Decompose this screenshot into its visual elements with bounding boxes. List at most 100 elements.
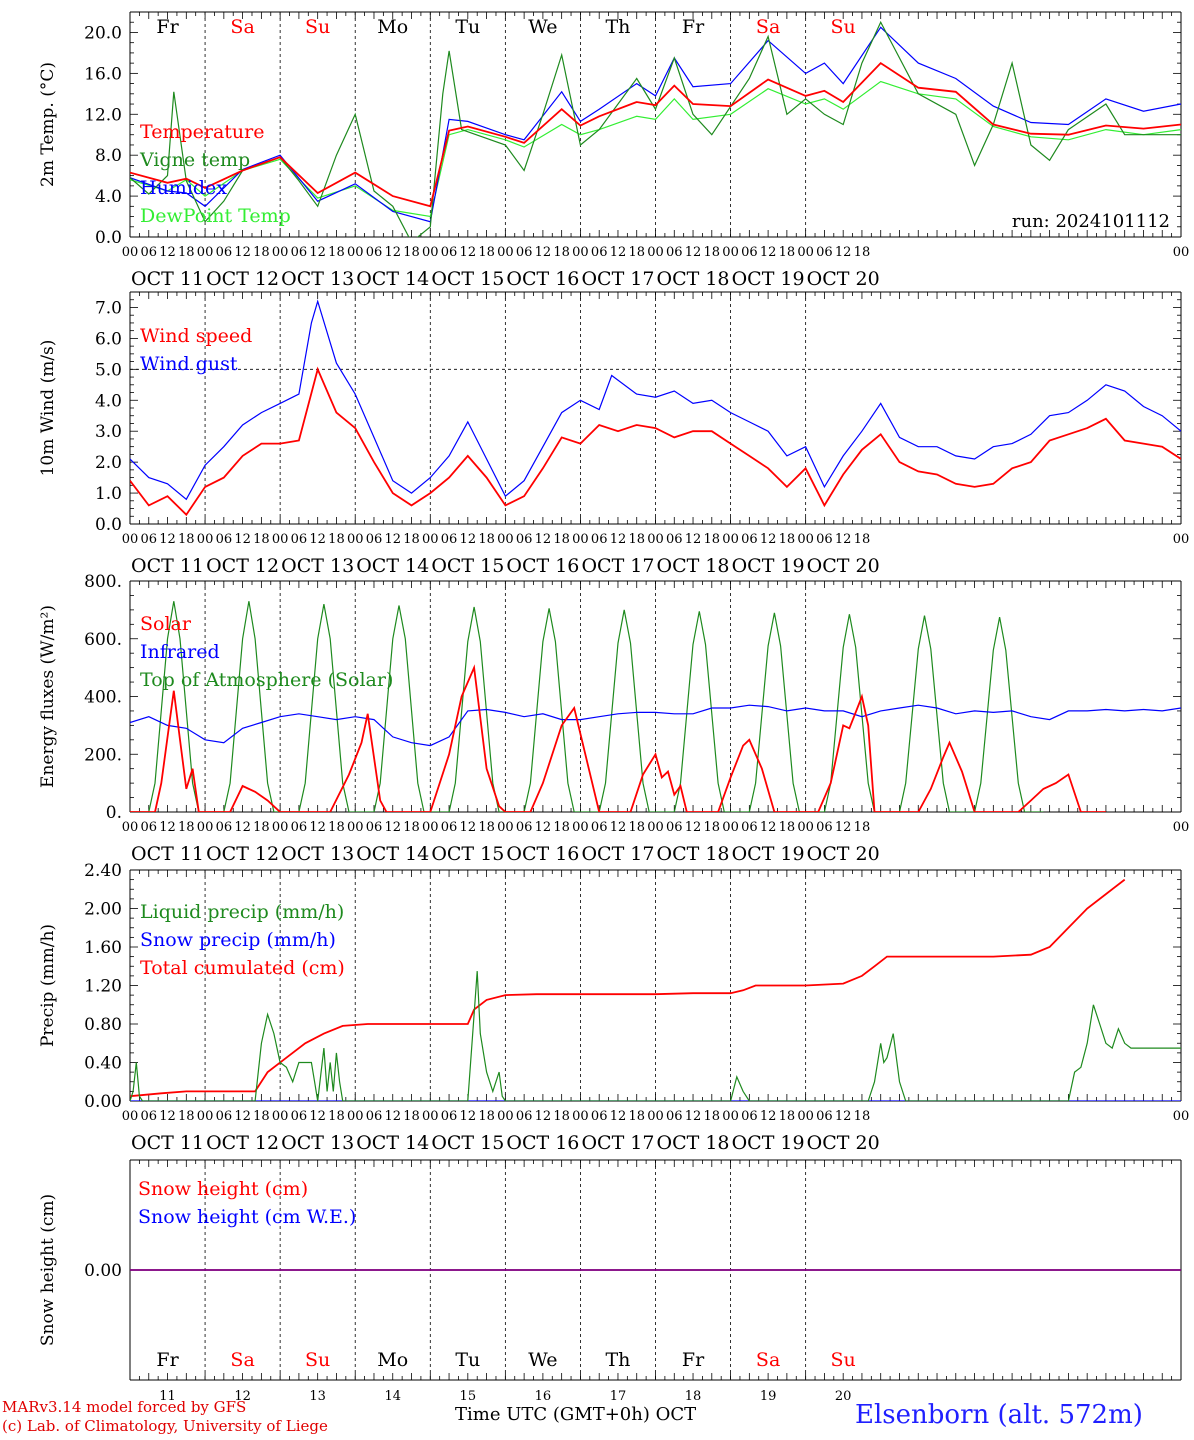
hour-tick-label: 00 <box>122 820 139 835</box>
hour-tick-label: 12 <box>685 1109 702 1124</box>
hour-tick-label: 00 <box>497 245 514 260</box>
date-label: OCT 19 <box>732 555 805 577</box>
hour-tick-label: 00 <box>347 820 364 835</box>
hour-tick-label: 06 <box>666 1109 683 1124</box>
hour-tick-label: 12 <box>159 245 176 260</box>
series-line-humidex <box>130 26 1181 223</box>
weekday-label: Tu <box>455 16 480 38</box>
hour-tick-label: 00 <box>722 245 739 260</box>
hour-tick-label: 00 <box>347 245 364 260</box>
date-label: OCT 20 <box>807 268 880 290</box>
series-line-total-cumulated-cm <box>130 878 1126 1098</box>
hour-tick-label: 12 <box>234 532 251 547</box>
hour-tick-label: 12 <box>835 532 852 547</box>
hour-tick-label: 06 <box>291 532 308 547</box>
hour-tick-label: 00 <box>122 245 139 260</box>
hour-tick-label: 18 <box>704 532 721 547</box>
hour-tick-label: 00 <box>572 532 589 547</box>
hour-tick-label: 12 <box>234 1109 251 1124</box>
hour-tick-label: 00 <box>1173 532 1190 547</box>
date-label: OCT 13 <box>281 843 354 865</box>
series-line-wind-speed <box>130 366 1181 517</box>
hour-tick-label: 18 <box>854 532 871 547</box>
series-line-temperature <box>130 61 1181 208</box>
date-label: OCT 18 <box>657 555 730 577</box>
y-tick-label: 7.0 <box>95 298 122 318</box>
hour-tick-label: 12 <box>460 820 477 835</box>
hour-tick-label: 00 <box>422 245 439 260</box>
hour-tick-label: 18 <box>253 1109 270 1124</box>
weekday-label: Tu <box>455 1349 480 1371</box>
hour-tick-label: 12 <box>610 1109 627 1124</box>
hour-tick-label: 18 <box>854 245 871 260</box>
date-label: OCT 17 <box>581 1132 654 1154</box>
hour-tick-label: 18 <box>328 820 345 835</box>
panel-1: 0.04.08.012.016.020.02m Temp. (°C)00 06 12… <box>38 11 1190 290</box>
panel-2: 0.0 1.0 2.0 3.0 4.0 5.0 6.0 7.0 10m Wind (m/s) 00… <box>38 291 1190 577</box>
legend-entry: Top of Atmosphere (Solar) <box>140 669 393 691</box>
y-tick-label: 5.0 <box>95 360 122 380</box>
legend-entry: Liquid precip (mm/h) <box>140 901 344 923</box>
y-axis-label: Precip (mm/h) <box>38 924 58 1047</box>
hour-tick-label: 18 <box>478 820 495 835</box>
hour-tick-label: 00 <box>797 1109 814 1124</box>
date-label: OCT 11 <box>131 555 204 577</box>
day-number-label: 17 <box>610 1389 627 1404</box>
legend-entry: Total cumulated (cm) <box>140 957 345 979</box>
date-label: OCT 11 <box>131 268 204 290</box>
panel-5: 0.00 Snow height (cm) Snow height (cm) Snow… <box>38 1159 1182 1381</box>
hour-tick-label: 00 <box>197 820 214 835</box>
hour-tick-label: 12 <box>460 245 477 260</box>
hour-tick-label: 12 <box>384 245 401 260</box>
weekday-label: Su <box>305 16 330 38</box>
hour-tick-label: 06 <box>366 820 383 835</box>
hour-tick-label: 18 <box>178 820 195 835</box>
hour-tick-label: 06 <box>140 820 157 835</box>
hour-tick-label: 18 <box>478 532 495 547</box>
date-label: OCT 17 <box>581 268 654 290</box>
hour-tick-label: 00 <box>1173 1109 1190 1124</box>
legend-entry: DewPoint Temp <box>140 205 291 227</box>
hour-tick-label: 00 <box>647 245 664 260</box>
hour-tick-label: 06 <box>741 532 758 547</box>
run-annotation: run: 2024101112 <box>1012 211 1170 232</box>
weekday-label: Sa <box>756 16 780 38</box>
hour-tick-label: 12 <box>159 820 176 835</box>
hour-tick-label: 06 <box>516 532 533 547</box>
hour-tick-label: 06 <box>816 532 833 547</box>
station-name: Elsenborn (alt. 572m) <box>855 1400 1143 1430</box>
date-label: OCT 14 <box>356 555 429 577</box>
weekday-label: Fr <box>156 1349 179 1371</box>
hour-tick-label: 00 <box>572 820 589 835</box>
hour-tick-label: 00 <box>272 245 289 260</box>
date-label: OCT 19 <box>732 1132 805 1154</box>
hour-tick-label: 18 <box>253 245 270 260</box>
y-tick-label: 600. <box>84 630 122 650</box>
hour-tick-label: 18 <box>253 820 270 835</box>
hour-tick-label: 18 <box>854 820 871 835</box>
date-label: OCT 15 <box>431 843 504 865</box>
hour-tick-label: 12 <box>309 245 326 260</box>
y-tick-label: 4.0 <box>95 391 122 411</box>
hour-tick-label: 18 <box>704 245 721 260</box>
date-label: OCT 11 <box>131 843 204 865</box>
hour-tick-label: 18 <box>403 1109 420 1124</box>
hour-tick-label: 12 <box>835 1109 852 1124</box>
hour-tick-label: 12 <box>760 820 777 835</box>
hour-tick-label: 00 <box>797 820 814 835</box>
credit-line-model: MARv3.14 model forced by GFS <box>2 1398 247 1416</box>
date-label: OCT 14 <box>356 843 429 865</box>
hour-tick-label: 00 <box>347 532 364 547</box>
y-tick-label: 2.00 <box>84 900 122 920</box>
day-number-label: 11 <box>159 1389 176 1404</box>
hour-tick-label: 06 <box>591 820 608 835</box>
hour-tick-label: 06 <box>441 1109 458 1124</box>
date-label: OCT 13 <box>281 555 354 577</box>
day-number-label: 13 <box>309 1389 326 1404</box>
hour-tick-label: 06 <box>591 532 608 547</box>
date-label: OCT 12 <box>206 1132 279 1154</box>
hour-tick-label: 18 <box>553 532 570 547</box>
hour-tick-label: 00 <box>1173 245 1190 260</box>
hour-tick-label: 06 <box>216 820 233 835</box>
legend-entry: Wind speed <box>140 325 252 347</box>
